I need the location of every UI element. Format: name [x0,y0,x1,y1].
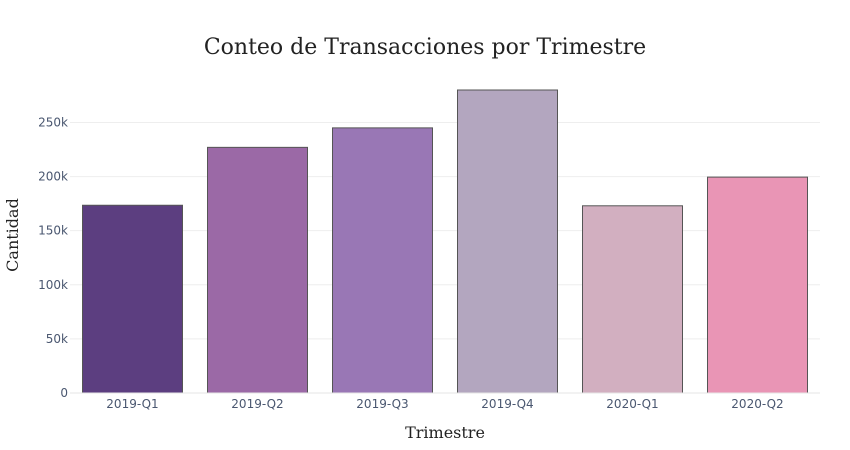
y-tick-label: 50k [46,332,68,346]
x-tick-label: 2019-Q3 [356,397,408,411]
bar-2019-q3[interactable] [332,127,433,394]
bars [82,89,808,394]
x-axis-title: Trimestre [405,423,485,442]
bar-2020-q2[interactable] [707,176,808,394]
y-tick-label: 0 [60,386,68,400]
x-axis-ticks: 2019-Q1 2019-Q2 2019-Q3 2019-Q4 2020-Q1 2020-… [106,397,783,411]
bar-2020-q1[interactable] [582,205,683,394]
x-tick-label: 2020-Q2 [731,397,783,411]
y-tick-label: 200k [38,170,68,184]
x-tick-label: 2019-Q2 [231,397,283,411]
x-tick-label: 2020-Q1 [606,397,658,411]
y-axis-title: Cantidad [3,198,22,272]
chart-title: Conteo de Transacciones por Trimestre [204,35,646,60]
x-tick-label: 2019-Q4 [481,397,533,411]
y-tick-label: 100k [38,278,68,292]
x-tick-label: 2019-Q1 [106,397,158,411]
y-axis-ticks: 0 50k 100k 150k 200k 250k [38,115,68,400]
bar-2019-q2[interactable] [207,146,308,394]
bar-2019-q1[interactable] [82,204,183,394]
bar-2019-q4[interactable] [457,89,558,394]
y-tick-label: 250k [38,115,68,129]
y-tick-label: 150k [38,224,68,238]
gridlines [70,121,820,340]
